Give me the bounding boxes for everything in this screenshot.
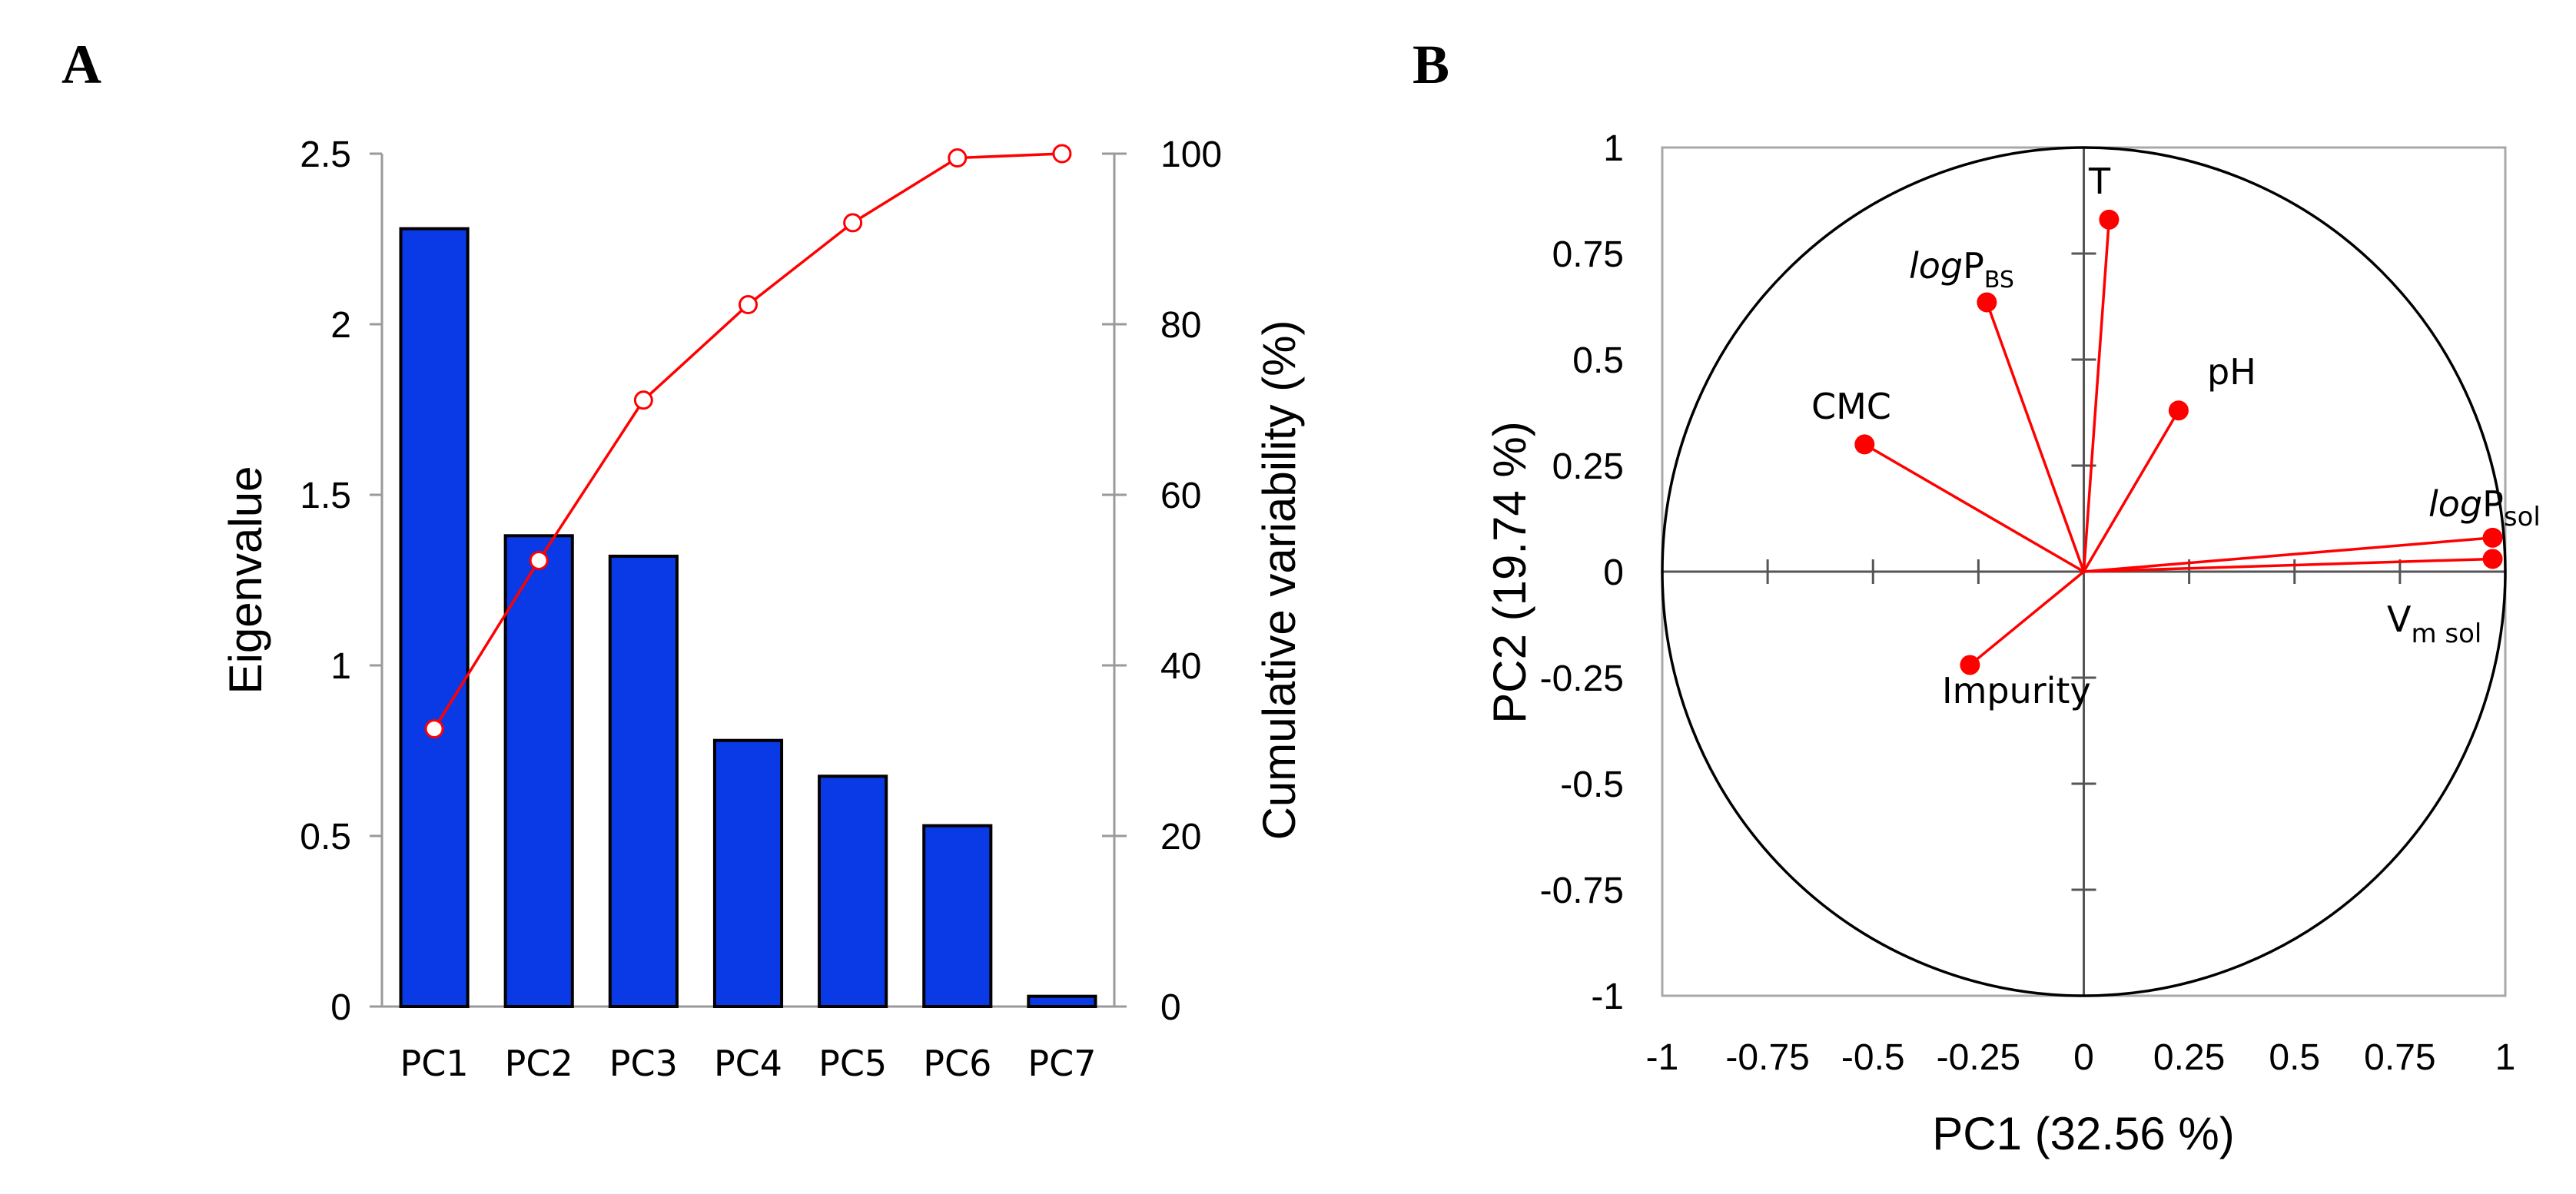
loadings-y-tick-label: -0.5 [1560,764,1624,805]
bar-pc5 [818,774,888,1008]
loadings-x-tick-label: 1 [2495,1037,2516,1078]
point-ph [2168,400,2189,421]
scree-left-tick-label: 0 [330,987,351,1028]
cumulative-line-series [424,144,1072,739]
var-label-cmc: CMC [1811,386,1891,427]
scree-right-ticks: 0 20 40 60 80 100 [1102,134,1222,1028]
var-label-logpbs: logPBS [1909,245,2014,294]
bar-pc2 [503,534,574,1008]
scree-y-axis-title: Eigenvalue [220,466,271,695]
var-label-logpsol-italic: log [2428,483,2482,525]
loadings-x-tick-label: 0 [2073,1037,2094,1078]
loadings-x-axis-title: PC1 (32.56 %) [1932,1108,2235,1159]
cumulative-point-pc3 [633,390,653,410]
loadings-y-tick-label: 0.25 [1552,446,1624,487]
var-label-impurity: Impurity [1942,670,2091,711]
vector-t [2082,219,2111,572]
var-label-vmsol-main: V [2387,599,2412,640]
scree-left-tick-label: 2.5 [300,134,351,175]
scree-secondary-axis-title: Cumulative variability (%) [1253,320,1305,841]
cumulative-point-pc5 [843,213,863,233]
category-label-pc5: PC5 [818,1043,887,1084]
loadings-x-tick-label: 0.25 [2153,1037,2225,1078]
scree-right-tick-label: 80 [1160,305,1201,346]
point-logpbs [1977,292,1997,313]
vector-logpbs [1985,301,2086,572]
var-label-logpbs-italic: log [1909,245,1963,287]
var-label-logpsol-sub: sol [2504,502,2541,532]
var-label-logpsol: logPsol [2428,483,2541,532]
scree-right-tick-label: 60 [1160,476,1201,516]
category-label-pc3: PC3 [609,1043,678,1084]
loadings-x-tick-label: 0.75 [2364,1037,2435,1078]
correlation-circle [1661,146,2507,997]
loading-vectors [1854,209,2503,675]
vector-vm-sol [2083,557,2493,573]
loadings-y-tick-label: 1 [1603,128,1624,169]
loadings-x-tick-label: -0.25 [1937,1037,2020,1078]
cumulative-point-pc2 [529,550,549,570]
var-label-t: T [2088,161,2111,202]
var-label-ph: pH [2207,351,2256,393]
cumulative-point-pc1 [424,719,444,739]
scree-left-tick-label: 0.5 [300,817,351,857]
scree-left-tick-label: 1 [330,646,351,687]
category-label-pc6: PC6 [923,1043,991,1084]
cumulative-point-pc7 [1052,144,1072,164]
loadings-y-axis-title: PC2 (19.74 %) [1484,421,1535,724]
scree-right-tick-label: 0 [1160,987,1181,1028]
loadings-y-tick-label: 0.5 [1572,340,1624,381]
loadings-chart: -1 -0.75 -0.5 -0.25 0 0.25 0.5 0.75 1 -1 -0.75 -0.5… [1484,128,2541,1159]
scree-left-ticks: 0 0.5 1 1.5 2 2.5 [300,134,382,1028]
loadings-y-tick-label: 0 [1603,552,1624,593]
loadings-x-tick-label: 0.5 [2269,1037,2320,1078]
loadings-x-tick-label: -0.75 [1725,1037,1809,1078]
var-label-logpbs-main: P [1963,245,1984,287]
var-label-vmsol-sub: m sol [2411,619,2481,649]
loadings-y-tick-label: -1 [1591,977,1624,1017]
scree-bars [399,227,1097,1009]
var-label-logpbs-sub: BS [1984,267,2014,294]
panel-label-b: B [1412,34,1449,95]
loadings-y-tick-label: 0.75 [1552,234,1624,275]
category-label-pc1: PC1 [400,1043,469,1084]
scree-left-tick-label: 1.5 [300,476,351,516]
vector-impurity [1969,570,2085,666]
point-impurity [1960,655,1980,675]
bar-pc3 [608,554,679,1008]
vector-cmc [1864,443,2085,573]
cumulative-point-pc4 [739,294,758,314]
point-logpsol [2482,527,2503,548]
vector-logpsol [2083,536,2493,573]
bar-pc6 [922,824,993,1009]
loadings-x-tick-label: -0.5 [1841,1037,1905,1078]
point-t [2099,209,2120,230]
scree-right-tick-label: 40 [1160,646,1201,687]
category-label-pc7: PC7 [1027,1043,1096,1084]
cumulative-point-pc6 [948,148,968,168]
loadings-x-tick-label: -1 [1646,1037,1679,1078]
point-vm-sol [2482,549,2503,569]
category-label-pc2: PC2 [505,1043,573,1084]
loadings-ticks: -1 -0.75 -0.5 -0.25 0 0.25 0.5 0.75 1 -1 -0.75 -0.5… [1540,128,2516,1078]
scree-right-tick-label: 100 [1160,134,1222,175]
category-label-pc4: PC4 [714,1043,782,1084]
scree-right-tick-label: 20 [1160,817,1201,857]
bar-pc4 [712,738,784,1008]
bar-pc7 [1027,994,1097,1009]
scree-left-tick-label: 2 [330,305,351,346]
loadings-y-tick-label: -0.75 [1540,871,1624,911]
var-label-vmsol: Vm sol [2387,599,2481,649]
scree-categories: PC1 PC2 PC3 PC4 PC5 PC6 PC7 [400,1043,1097,1084]
var-label-logpsol-main: P [2482,483,2504,525]
bar-pc1 [399,227,470,1008]
point-cmc [1854,434,1875,455]
panel-label-a: A [61,34,101,95]
loadings-y-tick-label: -0.25 [1540,658,1624,699]
vector-ph [2082,410,2180,572]
